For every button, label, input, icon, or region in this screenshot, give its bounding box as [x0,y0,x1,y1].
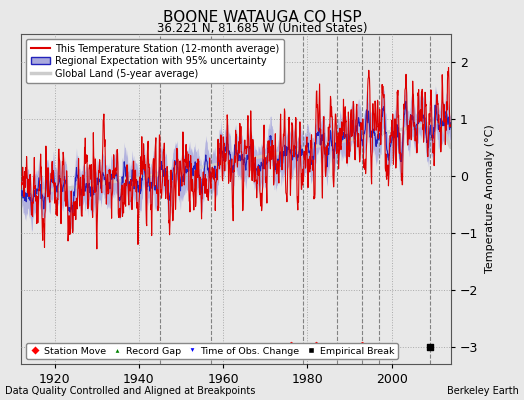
Text: BOONE WATAUGA CO HSP: BOONE WATAUGA CO HSP [162,10,362,25]
Point [425,344,434,350]
Point [299,344,308,350]
Text: 36.221 N, 81.685 W (United States): 36.221 N, 81.685 W (United States) [157,22,367,35]
Text: Data Quality Controlled and Aligned at Breakpoints: Data Quality Controlled and Aligned at B… [5,386,256,396]
Point [358,344,366,350]
Y-axis label: Temperature Anomaly (°C): Temperature Anomaly (°C) [485,125,495,273]
Point [358,344,366,350]
Point [156,344,164,350]
Point [206,344,215,350]
Point [333,344,341,350]
Text: Berkeley Earth: Berkeley Earth [447,386,519,396]
Point [287,344,295,350]
Point [168,344,177,350]
Point [312,344,320,350]
Legend: Station Move, Record Gap, Time of Obs. Change, Empirical Break: Station Move, Record Gap, Time of Obs. C… [26,343,398,359]
Point [375,344,383,350]
